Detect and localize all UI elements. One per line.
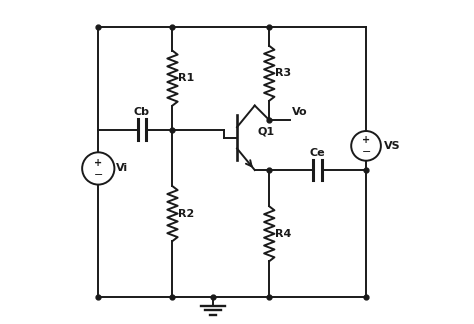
Text: R1: R1 <box>178 73 194 83</box>
Text: Q1: Q1 <box>258 126 275 136</box>
Text: −: − <box>361 147 371 157</box>
Text: R3: R3 <box>275 68 291 78</box>
Text: −: − <box>93 170 103 180</box>
Text: Vo: Vo <box>292 107 308 117</box>
Text: +: + <box>94 158 102 168</box>
Text: Ce: Ce <box>310 148 326 158</box>
Text: +: + <box>362 135 370 145</box>
Text: Vi: Vi <box>116 163 128 173</box>
Text: Cb: Cb <box>134 108 150 118</box>
Text: VS: VS <box>384 141 401 151</box>
Text: R2: R2 <box>178 209 194 219</box>
Text: R4: R4 <box>275 229 292 239</box>
